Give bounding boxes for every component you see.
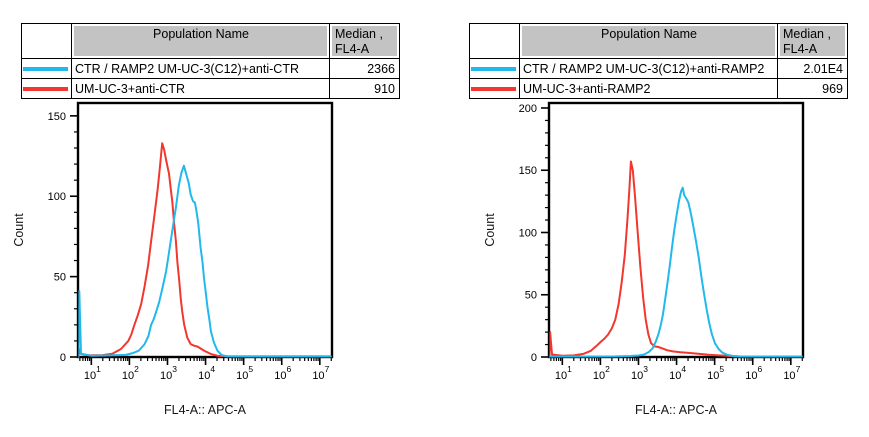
svg-text:FL4-A:: APC-A: FL4-A:: APC-A [635,403,718,417]
svg-text:105: 105 [707,364,724,382]
svg-text:106: 106 [274,364,291,382]
svg-text:200: 200 [519,103,537,115]
population-name-cell: UM-UC-3+anti-RAMP2 [519,78,778,99]
median-value-cell: 910 [329,78,400,99]
flow-histogram-chart-left: 0 50 100 150 101 102 103 104 105 106 107 Count FL4-A… [12,101,334,417]
svg-text:104: 104 [669,364,686,382]
svg-text:107: 107 [312,364,329,382]
svg-text:100: 100 [519,227,537,239]
table-row: UM-UC-3+anti-CTR 910 [21,78,400,99]
swatch-cell [469,78,520,99]
series-color-swatch-cyan [471,66,516,71]
svg-text:102: 102 [122,364,139,382]
median-header-line2: FL4-A [335,42,370,56]
median-value-cell: 2.01E4 [777,58,848,79]
svg-text:101: 101 [84,364,101,382]
swatch-cell [21,78,72,99]
series-color-swatch-red [471,86,516,91]
median-header-line2: FL4-A [783,42,818,56]
svg-text:104: 104 [198,364,215,382]
population-name-cell: CTR / RAMP2 UM-UC-3(C12)+anti-RAMP2 [519,58,778,79]
svg-text:103: 103 [160,364,177,382]
table-header-row: Population Name Median , FL4-A [469,23,848,59]
svg-text:150: 150 [519,165,537,177]
svg-text:105: 105 [236,364,253,382]
median-value-cell: 969 [777,78,848,99]
svg-text:0: 0 [531,352,537,364]
svg-text:100: 100 [48,191,66,203]
table-row: CTR / RAMP2 UM-UC-3(C12)+anti-CTR 2366 [21,58,400,79]
median-header-line1: Median , [783,27,831,41]
swatch-cell [21,58,72,79]
series-color-swatch-cyan [23,66,68,71]
table-header-row: Population Name Median , FL4-A [21,23,400,59]
svg-text:101: 101 [555,364,572,382]
svg-text:50: 50 [54,272,66,284]
table-row: UM-UC-3+anti-RAMP2 969 [469,78,848,99]
population-stats-table-left: Population Name Median , FL4-A CTR / RAM… [21,23,400,99]
svg-text:50: 50 [525,290,537,302]
population-name-header-label: Population Name [153,27,249,41]
svg-text:102: 102 [593,364,610,382]
swatch-column-header [469,23,520,59]
population-stats-table-right: Population Name Median , FL4-A CTR / RAM… [469,23,848,99]
series-color-swatch-red [23,86,68,91]
table-row: CTR / RAMP2 UM-UC-3(C12)+anti-RAMP2 2.01… [469,58,848,79]
population-name-cell: CTR / RAMP2 UM-UC-3(C12)+anti-CTR [71,58,330,79]
svg-text:150: 150 [48,111,66,123]
population-name-cell: UM-UC-3+anti-CTR [71,78,330,99]
svg-text:Count: Count [12,213,26,247]
svg-text:107: 107 [783,364,800,382]
median-fl4a-header: Median , FL4-A [329,23,400,59]
flow-histogram-chart-right: 0 50 100 150 200 101 102 103 104 105 106 107 Count FL… [483,101,805,417]
svg-text:0: 0 [60,352,66,364]
population-name-header: Population Name [519,23,778,59]
population-name-header-label: Population Name [601,27,697,41]
svg-text:106: 106 [745,364,762,382]
svg-text:103: 103 [631,364,648,382]
svg-text:FL4-A:: APC-A: FL4-A:: APC-A [164,403,247,417]
median-value-cell: 2366 [329,58,400,79]
swatch-column-header [21,23,72,59]
swatch-cell [469,58,520,79]
population-name-header: Population Name [71,23,330,59]
median-header-line1: Median , [335,27,383,41]
median-fl4a-header: Median , FL4-A [777,23,848,59]
svg-text:Count: Count [483,213,497,247]
